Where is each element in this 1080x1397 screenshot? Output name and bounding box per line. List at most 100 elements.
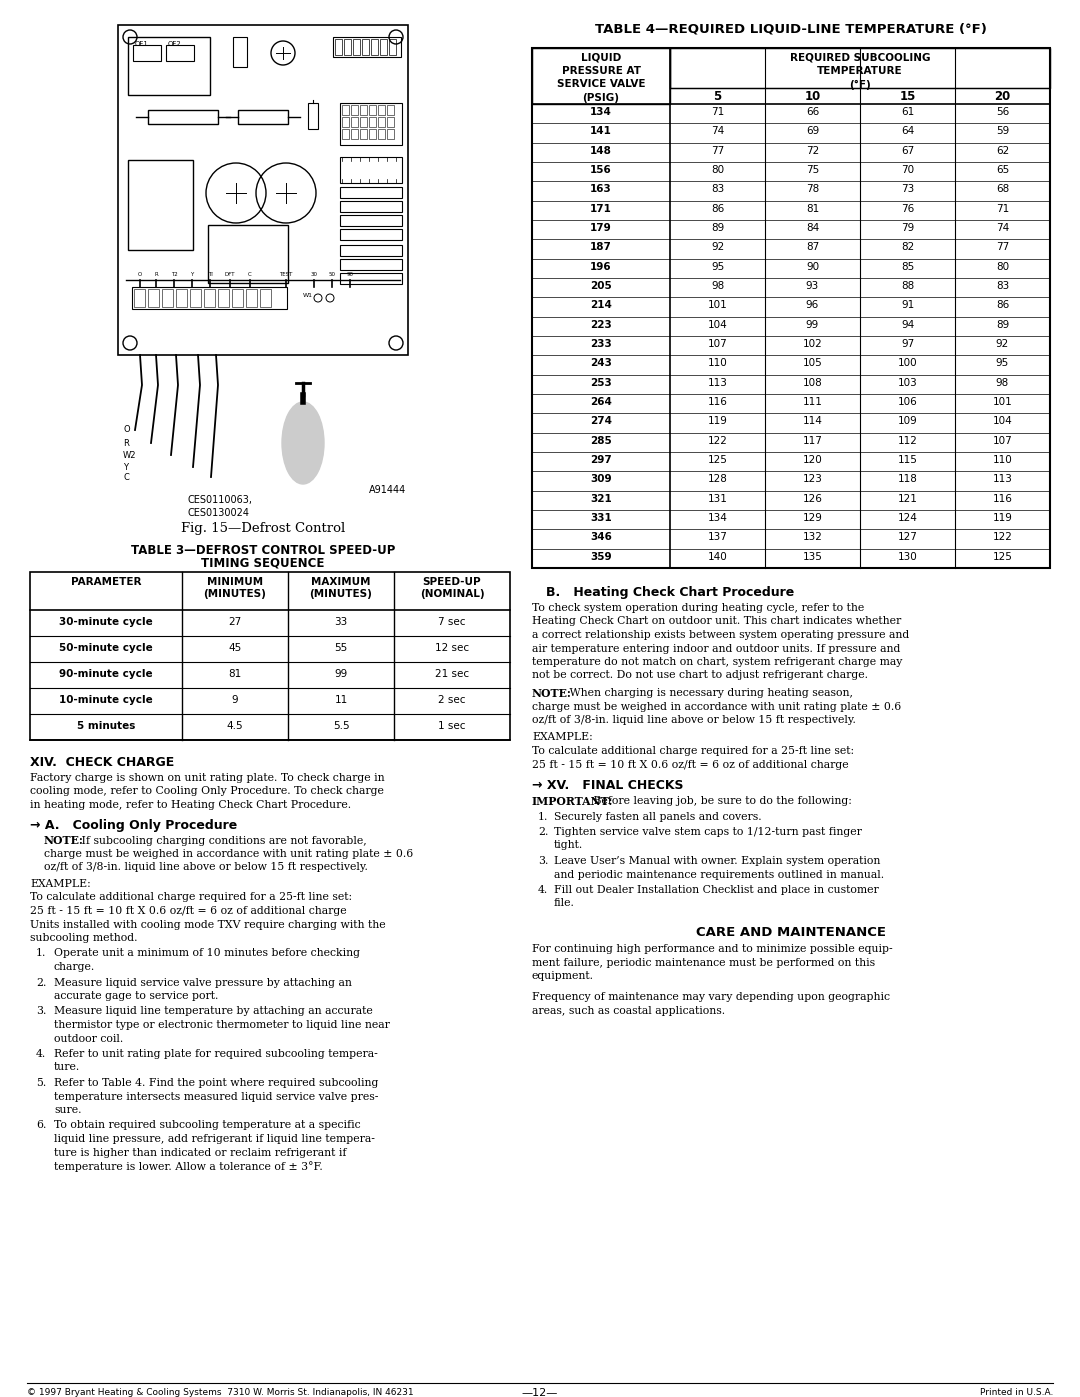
Bar (351, 117, 357, 127)
Text: Leave User’s Manual with owner. Explain system operation: Leave User’s Manual with owner. Explain … (554, 856, 880, 866)
Text: 11: 11 (335, 694, 348, 705)
Text: 30-minute cycle: 30-minute cycle (59, 617, 153, 627)
Bar (378, 129, 384, 138)
Text: IMPORTANT:: IMPORTANT: (532, 796, 613, 807)
Text: 115: 115 (897, 455, 917, 465)
Text: A91444: A91444 (368, 485, 406, 495)
Text: T2: T2 (171, 272, 177, 277)
Text: 83: 83 (996, 281, 1009, 291)
Bar (362, 39, 369, 54)
Text: 2 sec: 2 sec (438, 694, 465, 705)
Bar (387, 129, 394, 138)
Text: 106: 106 (897, 397, 917, 407)
Text: Y: Y (123, 462, 129, 472)
Text: 126: 126 (802, 493, 823, 504)
Text: 5: 5 (714, 89, 721, 103)
Text: 253: 253 (590, 377, 612, 387)
Text: charge.: charge. (54, 963, 95, 972)
Text: Fill out Dealer Installation Checklist and place in customer: Fill out Dealer Installation Checklist a… (554, 886, 879, 895)
Bar (30, 571, 510, 740)
Bar (342, 105, 349, 115)
Text: 77: 77 (996, 242, 1009, 253)
Bar (372, 39, 378, 54)
Bar (148, 289, 159, 307)
Text: 80: 80 (996, 261, 1009, 271)
Text: To calculate additional charge required for a 25-ft line set:: To calculate additional charge required … (30, 893, 352, 902)
Text: 72: 72 (806, 145, 819, 155)
Text: TIMING SEQUENCE: TIMING SEQUENCE (201, 557, 325, 570)
Text: NOTE:: NOTE: (44, 835, 84, 847)
Text: 59: 59 (996, 126, 1009, 137)
Text: 6.: 6. (36, 1120, 46, 1130)
Bar (369, 129, 376, 138)
Text: 148: 148 (590, 145, 612, 155)
Text: To check system operation during heating cycle, refer to the: To check system operation during heating… (532, 604, 864, 613)
Bar (532, 47, 670, 103)
Text: C: C (123, 472, 129, 482)
Text: 103: 103 (897, 377, 917, 387)
Text: 112: 112 (897, 436, 917, 446)
Bar (342, 117, 349, 127)
Text: 114: 114 (802, 416, 823, 426)
Text: 321: 321 (590, 493, 612, 504)
Text: O: O (138, 272, 143, 277)
Text: Refer to unit rating plate for required subcooling tempera-: Refer to unit rating plate for required … (54, 1049, 378, 1059)
Text: Securely fasten all panels and covers.: Securely fasten all panels and covers. (554, 812, 761, 821)
Text: Printed in U.S.A.: Printed in U.S.A. (980, 1389, 1053, 1397)
Text: MAXIMUM
(MINUTES): MAXIMUM (MINUTES) (310, 577, 373, 599)
Text: 187: 187 (590, 242, 612, 253)
Text: 21 sec: 21 sec (435, 669, 469, 679)
Text: 105: 105 (802, 359, 822, 369)
Text: 2.: 2. (36, 978, 46, 988)
Text: 83: 83 (711, 184, 724, 194)
Text: 346: 346 (590, 532, 612, 542)
Text: sure.: sure. (54, 1105, 81, 1115)
Text: temperature is lower. Allow a tolerance of ± 3°F.: temperature is lower. Allow a tolerance … (54, 1161, 323, 1172)
Text: 86: 86 (711, 204, 724, 214)
Bar (389, 39, 396, 54)
Text: 1 sec: 1 sec (438, 721, 465, 731)
Text: 122: 122 (993, 532, 1012, 542)
Text: 12 sec: 12 sec (435, 643, 469, 652)
Text: Units installed with cooling mode TXV require charging with the: Units installed with cooling mode TXV re… (30, 919, 386, 929)
Text: 25 ft - 15 ft = 10 ft X 0.6 oz/ft = 6 oz of additional charge: 25 ft - 15 ft = 10 ft X 0.6 oz/ft = 6 oz… (30, 907, 347, 916)
Text: 123: 123 (802, 475, 823, 485)
Bar (369, 117, 376, 127)
Text: SPEED-UP
(NOMINAL): SPEED-UP (NOMINAL) (420, 577, 484, 599)
Text: Y: Y (190, 272, 193, 277)
Bar (351, 129, 357, 138)
Text: 70: 70 (901, 165, 914, 175)
Text: 107: 107 (993, 436, 1012, 446)
Text: When charging is necessary during heating season,: When charging is necessary during heatin… (566, 687, 853, 698)
Text: TEST: TEST (280, 272, 293, 277)
Text: 71: 71 (996, 204, 1009, 214)
Text: 71: 71 (711, 108, 724, 117)
Text: → A.   Cooling Only Procedure: → A. Cooling Only Procedure (30, 819, 238, 831)
Text: 20: 20 (995, 89, 1011, 103)
Text: 91: 91 (901, 300, 914, 310)
Text: 110: 110 (993, 455, 1012, 465)
Bar (345, 39, 351, 54)
Text: 79: 79 (901, 224, 914, 233)
Text: 5 minutes: 5 minutes (77, 721, 135, 731)
Bar (380, 39, 387, 54)
Text: 140: 140 (707, 552, 727, 562)
Bar (340, 201, 402, 212)
Text: 113: 113 (707, 377, 728, 387)
Text: in heating mode, refer to Heating Check Chart Procedure.: in heating mode, refer to Heating Check … (30, 800, 351, 810)
Text: 110: 110 (707, 359, 727, 369)
Text: 56: 56 (996, 108, 1009, 117)
Bar (166, 45, 194, 61)
Text: 128: 128 (707, 475, 728, 485)
Text: 94: 94 (901, 320, 914, 330)
Bar (176, 289, 187, 307)
Text: 99: 99 (806, 320, 819, 330)
Text: tight.: tight. (554, 841, 583, 851)
Text: 331: 331 (590, 513, 612, 522)
Text: 64: 64 (901, 126, 914, 137)
Text: EXAMPLE:: EXAMPLE: (30, 879, 91, 888)
Text: 98: 98 (711, 281, 724, 291)
Bar (208, 225, 288, 284)
Bar (353, 39, 360, 54)
Text: 116: 116 (707, 397, 728, 407)
